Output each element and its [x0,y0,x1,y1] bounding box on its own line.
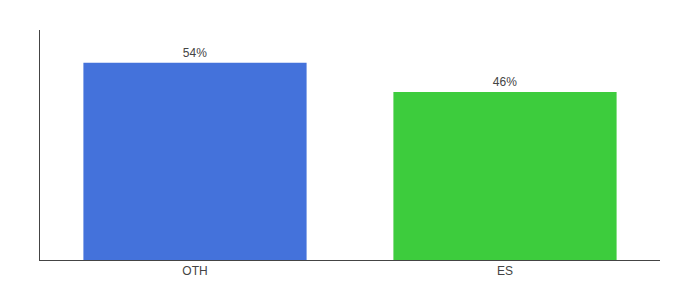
svg-text:46%: 46% [493,75,517,89]
svg-text:OTH: OTH [182,264,207,278]
svg-text:ES: ES [497,264,513,278]
svg-text:54%: 54% [183,46,207,60]
